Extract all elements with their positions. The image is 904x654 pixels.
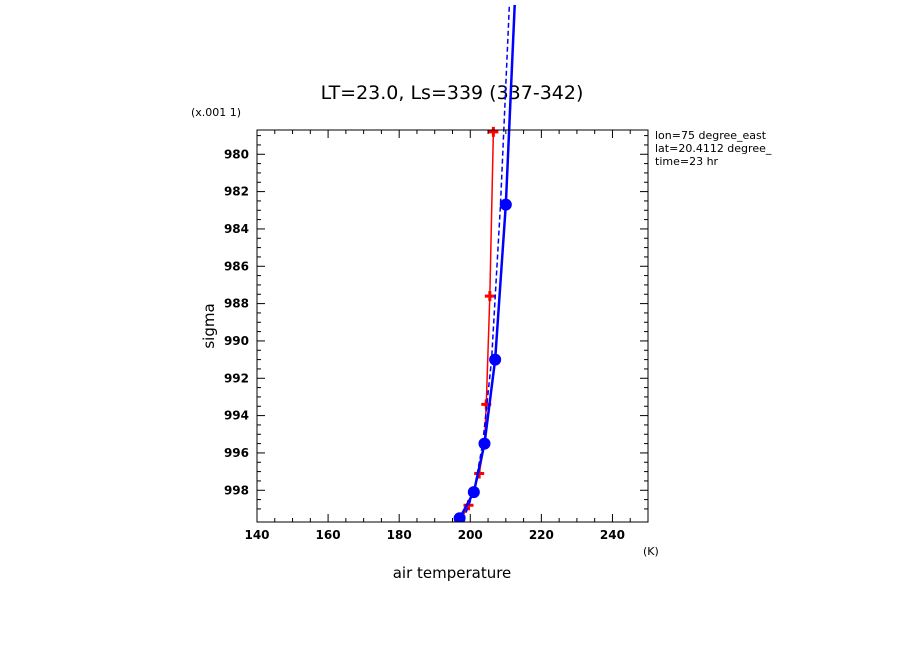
x-tick-label: 200: [458, 528, 483, 542]
series-marker-circle: [478, 437, 491, 450]
y-tick-label: 990: [224, 334, 249, 348]
series-marker-plus: [488, 126, 499, 137]
y-tick-label: 992: [224, 371, 249, 385]
series-marker-plus: [484, 291, 495, 302]
y-tick-label: 984: [224, 222, 249, 236]
x-tick-label: 180: [387, 528, 412, 542]
y-tick-label: 982: [224, 185, 249, 199]
series-marker-circle: [467, 486, 480, 499]
series-marker-circle: [499, 198, 512, 211]
annotation-lat: lat=20.4112 degree_: [655, 142, 772, 155]
x-tick-label: 220: [529, 528, 554, 542]
chart-title: LT=23.0, Ls=339 (337-342): [321, 82, 584, 104]
y-unit-label: (x.001 1): [191, 106, 241, 119]
y-tick-label: 986: [224, 259, 249, 273]
y-axis-label: sigma: [200, 303, 218, 348]
y-tick-label: 994: [224, 409, 249, 423]
x-tick-label: 240: [600, 528, 625, 542]
y-tick-label: 996: [224, 446, 249, 460]
x-axis-label: air temperature: [393, 564, 512, 582]
plot-frame: [256, 129, 649, 523]
series-marker-circle: [489, 353, 502, 366]
series-line-2: [462, 4, 511, 521]
x-unit-label: (K): [643, 545, 659, 558]
y-tick-label: 980: [224, 147, 249, 161]
ticks-layer: 140 160 180 200 220 240 980 982 984 986 988 990 992 9…: [224, 130, 649, 542]
x-tick-label: 160: [316, 528, 341, 542]
annotation-time: time=23 hr: [655, 155, 719, 168]
y-tick-label: 998: [224, 483, 249, 497]
series-layer: [453, 4, 516, 522]
annotation-lon: lon=75 degree_east: [655, 129, 767, 142]
x-tick-label: 140: [244, 528, 269, 542]
y-tick-label: 988: [224, 297, 249, 311]
series-line-0: [458, 131, 495, 522]
